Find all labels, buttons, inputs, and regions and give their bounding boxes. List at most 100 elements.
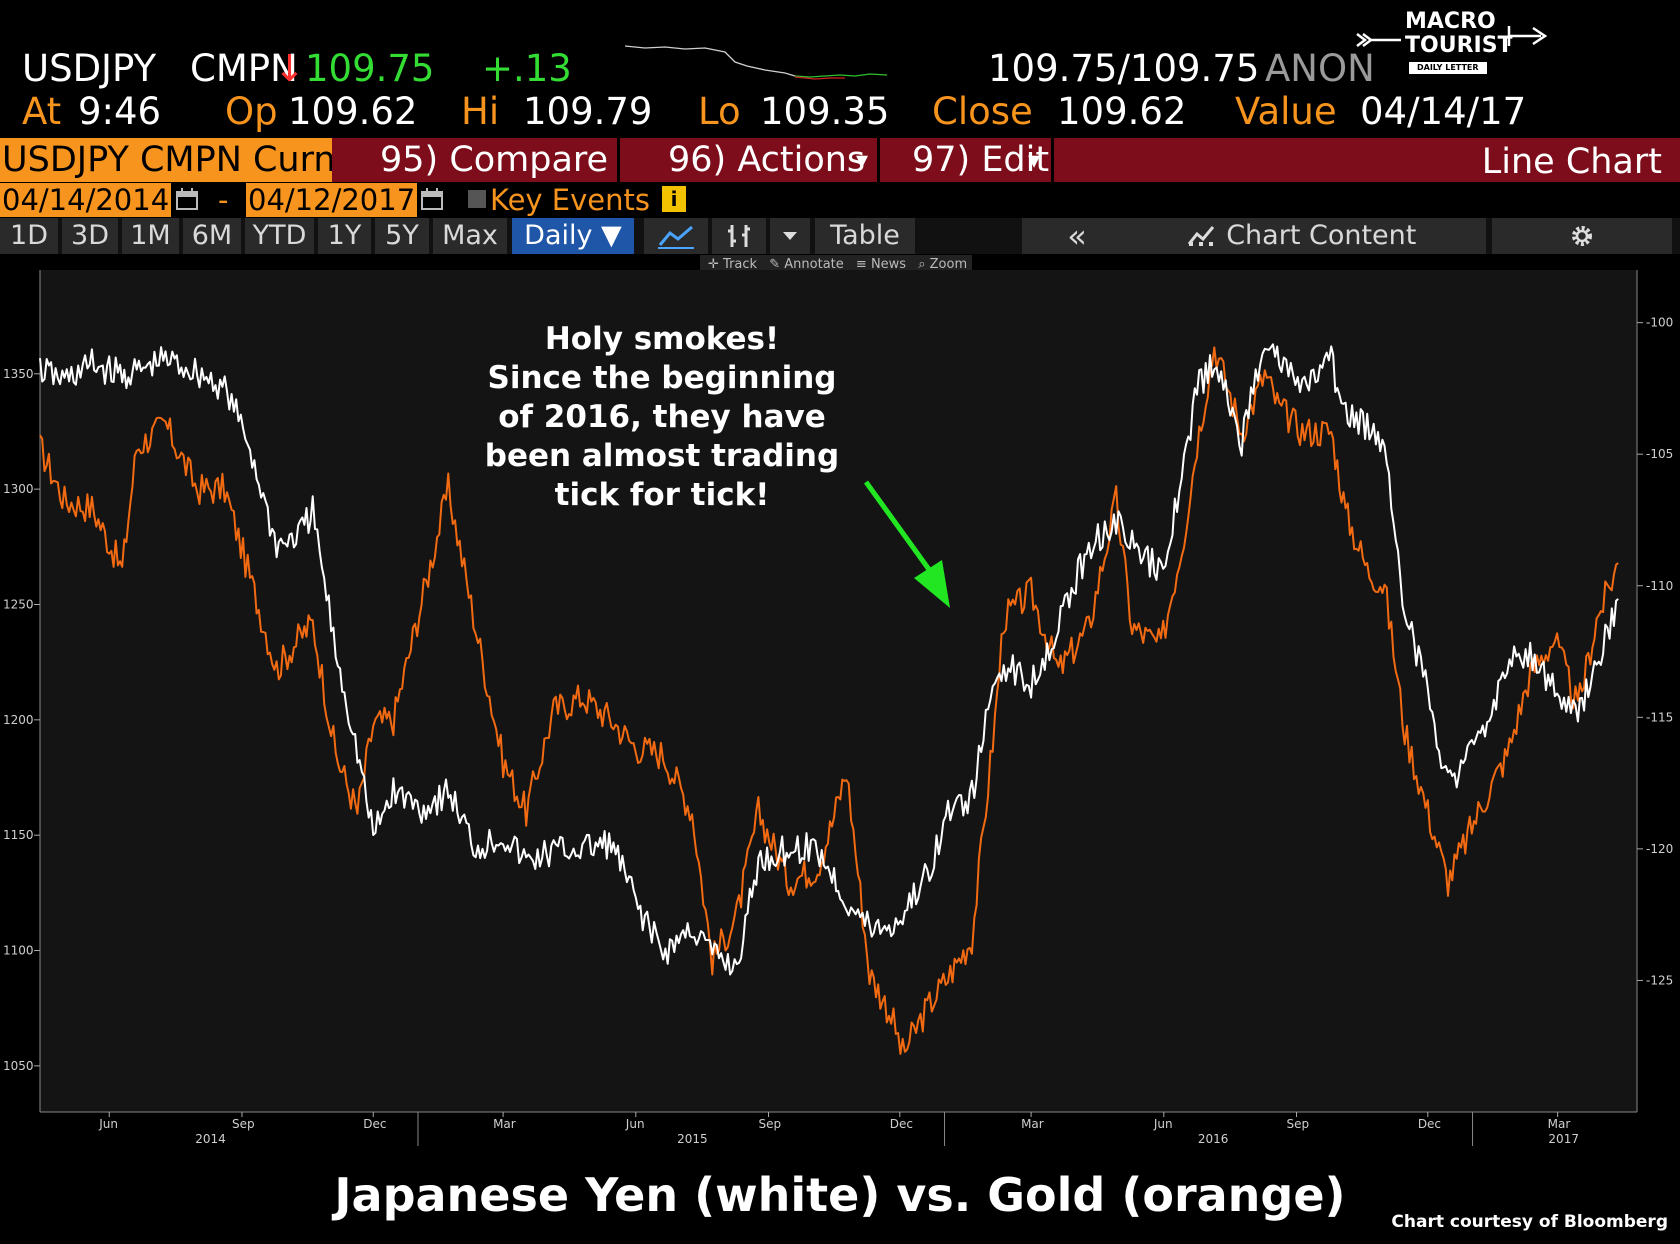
range-button-3d[interactable]: 3D (62, 218, 118, 254)
frequency-dropdown[interactable]: Daily ▼ (512, 218, 634, 254)
compare-button[interactable]: 95) Compare (380, 140, 609, 180)
net-change: +.13 (482, 47, 572, 90)
edit-caret-icon[interactable]: ▾ (1028, 146, 1041, 174)
annotation-line: been almost trading (484, 438, 840, 474)
chart-caption: Japanese Yen (white) vs. Gold (orange) (334, 1168, 1346, 1222)
range-button-1y[interactable]: 1Y (318, 218, 371, 254)
info-icon[interactable]: i (662, 186, 686, 212)
settings-button[interactable] (1492, 218, 1672, 254)
table-button[interactable]: Table (815, 218, 915, 254)
range-button-5y[interactable]: 5Y (375, 218, 429, 254)
arrow-right-icon (1507, 26, 1548, 46)
last-price: 109.75 (305, 47, 435, 90)
date-range-dash: - (218, 183, 229, 217)
ticker: USDJPY (22, 47, 157, 90)
value-label: Value (1235, 90, 1337, 133)
annotation-arrow-head (914, 560, 950, 608)
month-tick-label: Sep (232, 1117, 255, 1131)
range-button-max[interactable]: Max (433, 218, 507, 254)
sparkline (625, 45, 888, 80)
annotation-line: Since the beginning (487, 360, 837, 396)
annotate-tool[interactable]: Annotate (784, 257, 844, 272)
annotate-icon: ✎ (769, 257, 781, 272)
gear-icon (1572, 226, 1592, 246)
year-label: 2016 (1198, 1132, 1229, 1146)
month-tick-label: Jun (1153, 1117, 1173, 1131)
collapse-button[interactable]: « (1022, 218, 1132, 254)
left-tick-label: 1300 (3, 482, 34, 496)
chart-content-label: Chart Content (1226, 220, 1417, 251)
year-label: 2015 (677, 1132, 708, 1146)
range-button-1m[interactable]: 1M (122, 218, 179, 254)
left-tick-label: 1050 (3, 1059, 34, 1073)
price-chart[interactable]: 1350 1300 1250 1200 1150 1100 1050 -100 -105 -110… (0, 258, 1680, 1158)
actions-caret-icon[interactable]: ▾ (856, 146, 869, 174)
calendar-icon[interactable] (417, 185, 447, 215)
month-tick-label: Mar (1021, 1117, 1044, 1131)
divider (877, 138, 880, 182)
divider (1051, 138, 1054, 182)
open-label: Op (225, 90, 278, 133)
bid-ask: 109.75/109.75 (988, 47, 1260, 90)
logo-daily-letter: DAILY LETTER (1409, 62, 1487, 74)
year-label: 2017 (1548, 1132, 1579, 1146)
high-label: Hi (461, 90, 500, 133)
end-date-field[interactable]: 04/12/2017 (246, 183, 418, 217)
close-value: 109.62 (1057, 90, 1187, 133)
yen-series-line (39, 343, 1619, 976)
chart-tools-strip: ✛ Track ✎ Annotate ≡ News ⌕ Zoom (700, 255, 972, 274)
left-tick-label: 1200 (3, 713, 34, 727)
right-tick-label: -120 (1646, 842, 1673, 856)
zoom-icon: ⌕ (918, 257, 926, 272)
close-label: Close (932, 90, 1033, 133)
annotation-line: Holy smokes! (544, 321, 780, 357)
line-chart-icon[interactable] (644, 218, 708, 254)
left-tick-label: 1350 (3, 367, 34, 381)
divider (617, 138, 620, 182)
key-events-checkbox[interactable] (468, 190, 486, 208)
news-icon: ≡ (855, 257, 867, 272)
annotation-arrow (863, 480, 941, 584)
chart-content-icon (1187, 226, 1214, 246)
right-tick-label: -125 (1646, 973, 1673, 987)
arrow-left-icon (1356, 33, 1401, 47)
chart-annotation: Holy smokes! Since the beginning of 2016, … (452, 320, 872, 515)
chart-type-label[interactable]: Line Chart (1481, 142, 1662, 182)
actions-button[interactable]: 96) Actions (668, 140, 866, 180)
gold-series-line (39, 346, 1619, 1055)
month-tick-label: Dec (363, 1117, 386, 1131)
annotation-line: of 2016, they have (498, 399, 826, 435)
logo-macro: MACRO (1405, 9, 1496, 34)
plot-area (40, 270, 1637, 1112)
calendar-icon[interactable] (172, 185, 202, 215)
left-tick-label: 1100 (3, 944, 34, 958)
source-code: CMPN (190, 47, 298, 90)
chart-content-button[interactable]: Chart Content (1116, 218, 1486, 254)
high-value: 109.79 (523, 90, 653, 133)
range-button-6m[interactable]: 6M (183, 218, 241, 254)
range-button-1d[interactable]: 1D (0, 218, 58, 254)
track-tool[interactable]: Track (723, 257, 758, 272)
security-field[interactable]: USDJPY CMPN Curnc (0, 138, 332, 182)
start-date-field[interactable]: 04/14/2014 (0, 183, 172, 217)
annotation-line: tick for tick! (554, 477, 770, 513)
chart-style-caret-icon[interactable] (770, 218, 810, 254)
month-tick-label: Sep (759, 1117, 782, 1131)
left-tick-label: 1150 (3, 828, 34, 842)
month-tick-label: Mar (493, 1117, 516, 1131)
low-label: Lo (698, 90, 741, 133)
right-tick-label: -105 (1646, 447, 1673, 461)
bar-chart-icon[interactable] (712, 218, 766, 254)
edit-button[interactable]: 97) Edit (912, 140, 1050, 180)
news-tool[interactable]: News (870, 257, 907, 272)
month-tick-label: Dec (1418, 1117, 1441, 1131)
macro-tourist-logo: MACRO TOURIST DAILY LETTER (1355, 10, 1555, 82)
range-button-ytd[interactable]: YTD (245, 218, 314, 254)
left-tick-label: 1250 (3, 597, 34, 611)
month-tick-label: Mar (1548, 1117, 1571, 1131)
right-tick-label: -115 (1646, 710, 1673, 724)
zoom-tool[interactable]: Zoom (929, 257, 968, 272)
status-anon: ANON (1265, 47, 1375, 90)
month-tick-label: Dec (890, 1117, 913, 1131)
logo-tourist: TOURIST (1405, 33, 1513, 58)
